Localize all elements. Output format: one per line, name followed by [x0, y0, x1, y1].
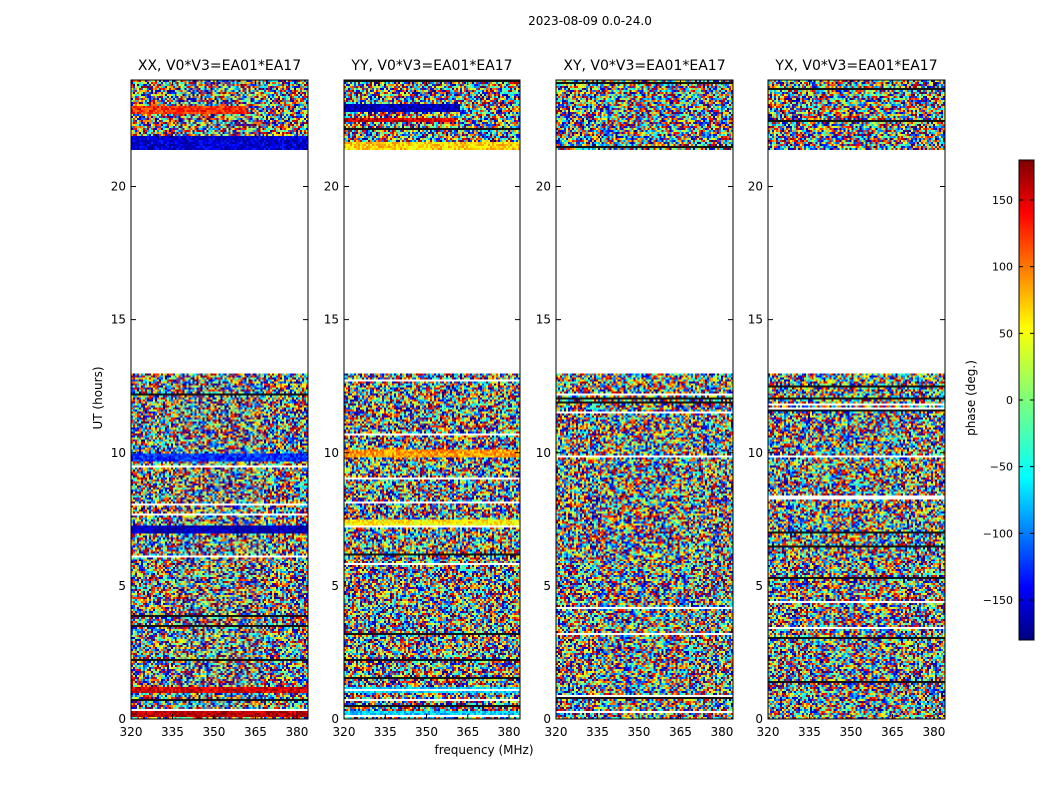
y-tick-label: 20 — [536, 180, 551, 194]
x-tick-label: 365 — [244, 725, 267, 739]
colorbar-tick-label: 100 — [992, 261, 1013, 274]
y-tick-label: 10 — [111, 446, 126, 460]
x-tick-label: 350 — [203, 725, 226, 739]
x-tick-label: 380 — [285, 725, 308, 739]
heatmap-image-3 — [768, 80, 945, 719]
y-tick-label: 20 — [748, 180, 763, 194]
y-tick-label: 0 — [543, 712, 551, 726]
x-tick-label: 335 — [161, 725, 184, 739]
colorbar-tick-label: −50 — [990, 461, 1013, 474]
x-tick-label: 320 — [120, 725, 143, 739]
y-tick-label: 10 — [748, 446, 763, 460]
y-tick-label: 10 — [324, 446, 339, 460]
x-tick-label: 335 — [586, 725, 609, 739]
colorbar-tick-label: 0 — [1006, 394, 1013, 407]
y-tick-label: 0 — [331, 712, 339, 726]
y-tick-label: 5 — [331, 579, 339, 593]
x-tick-label: 365 — [669, 725, 692, 739]
x-tick-label: 335 — [374, 725, 397, 739]
panel-0: 320 335 350 365 380 0 5 10 15 20 — [111, 79, 309, 739]
panel-title-yy: YY, V0*V3=EA01*EA17 — [351, 58, 513, 74]
x-tick-label: 365 — [456, 725, 479, 739]
x-tick-label: 320 — [333, 725, 356, 739]
y-tick-label: 15 — [536, 313, 551, 327]
y-tick-label: 20 — [324, 180, 339, 194]
y-tick-label: 15 — [111, 313, 126, 327]
panel-title-xy: XY, V0*V3=EA01*EA17 — [563, 58, 726, 74]
x-tick-label: 365 — [881, 725, 904, 739]
plot-frame-1 — [343, 79, 521, 720]
y-tick-label: 0 — [755, 712, 763, 726]
colorbar-tick-label: 50 — [999, 327, 1013, 340]
x-tick-label: 380 — [498, 725, 521, 739]
x-axis-label: frequency (MHz) — [434, 743, 534, 757]
y-tick-label: 0 — [118, 712, 126, 726]
x-tick-label: 320 — [545, 725, 568, 739]
plot-frame-3 — [767, 79, 946, 720]
y-tick-label: 20 — [111, 180, 126, 194]
heatmap-image-2 — [556, 80, 733, 719]
x-tick-label: 320 — [757, 725, 780, 739]
colorbar-tick-label: −100 — [983, 527, 1013, 540]
heatmap-image-0 — [131, 80, 308, 719]
colorbar-tick-label: −150 — [983, 594, 1013, 607]
y-tick-label: 5 — [543, 579, 551, 593]
colorbar: 150 100 50 0 −50 −100 −150 — [983, 159, 1035, 641]
y-tick-label: 15 — [748, 313, 763, 327]
y-tick-label: 5 — [118, 579, 126, 593]
x-tick-label: 380 — [710, 725, 733, 739]
panel-title-xx: XX, V0*V3=EA01*EA17 — [137, 58, 302, 74]
y-tick-label: 5 — [755, 579, 763, 593]
heatmap-image-1 — [344, 80, 520, 719]
y-tick-label: 10 — [536, 446, 551, 460]
x-tick-label: 335 — [798, 725, 821, 739]
panel-3: 320 335 350 365 380 0 5 10 15 20 — [748, 79, 946, 739]
plot-frame-2 — [555, 79, 734, 720]
colorbar-tick-label: 150 — [992, 194, 1013, 207]
panel-2: 320 335 350 365 380 0 5 10 15 20 — [536, 79, 734, 739]
panel-title-yx: YX, V0*V3=EA01*EA17 — [775, 58, 938, 74]
x-tick-label: 350 — [415, 725, 438, 739]
plot-frame-0 — [130, 79, 309, 720]
x-tick-label: 380 — [922, 725, 945, 739]
x-tick-label: 350 — [840, 725, 863, 739]
panel-1: 320 335 350 365 380 0 5 10 15 20 — [324, 79, 521, 739]
x-tick-label: 350 — [628, 725, 651, 739]
figure-title: 2023-08-09 0.0-24.0 — [528, 14, 652, 28]
y-tick-label: 15 — [324, 313, 339, 327]
